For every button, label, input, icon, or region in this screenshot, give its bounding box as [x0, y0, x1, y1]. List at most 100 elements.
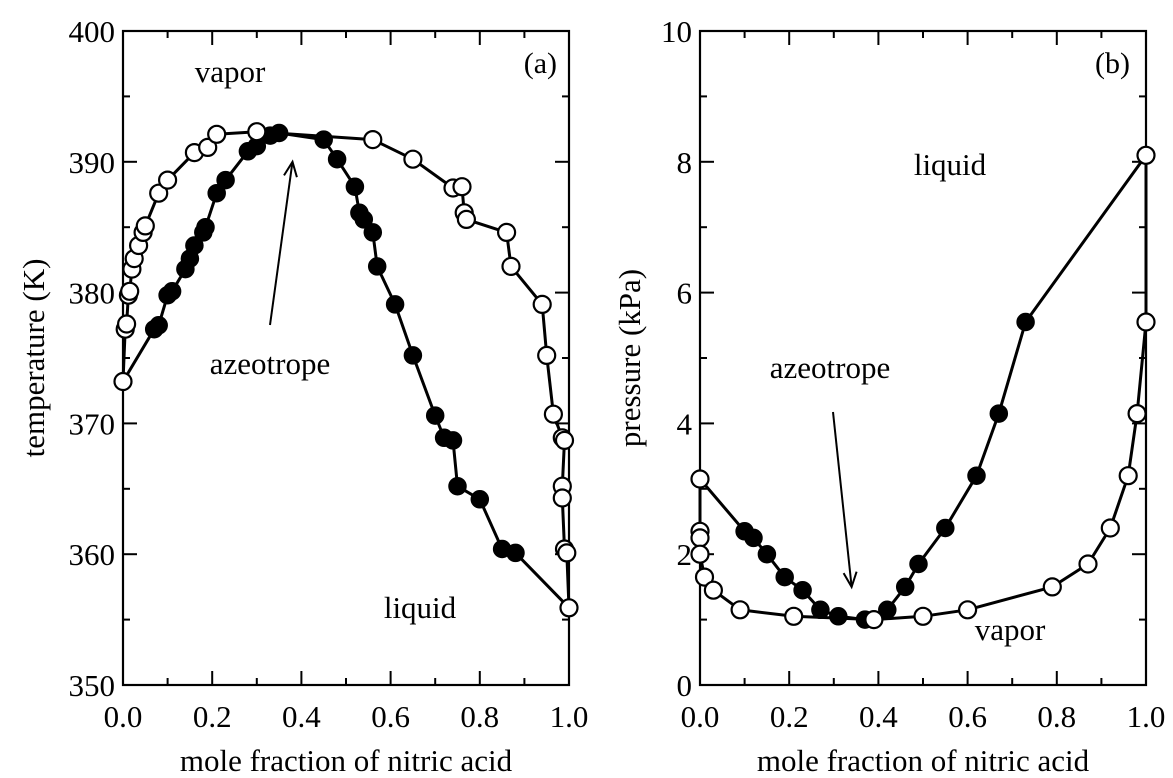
filled-data-point [385, 295, 405, 314]
filled-data-point [367, 257, 387, 276]
filled-data-point [909, 554, 928, 574]
open-data-point [116, 314, 137, 334]
filled-data-point [878, 600, 897, 620]
filled-data-point [425, 406, 445, 425]
filled-data-point [1016, 312, 1035, 332]
open-data-point [532, 294, 552, 314]
panel-a-tick-labels: 0.0 0.2 0.4 0.6 0.8 1.0 350 360 370 380 390 400 [69, 14, 589, 734]
panel-b-x-axis-label: mole fraction of nitric acid [757, 743, 1090, 778]
annotation-liquid: liquid [384, 590, 457, 625]
open-data-point [784, 606, 804, 626]
panel-b-tick-labels: 0.0 0.2 0.4 0.6 0.8 1.0 0 2 4 6 8 10 [661, 14, 1165, 734]
azeotrope-arrow [269, 161, 294, 326]
open-data-point [207, 124, 227, 144]
open-data-point [497, 222, 517, 242]
annotation-azeotrope: azeotrope [210, 346, 330, 381]
x-tick-label: 0.8 [460, 699, 499, 734]
azeotrope-arrow [832, 411, 853, 588]
filled-data-point [216, 170, 235, 190]
panel-b-annotations: liquid vapor azeotrope [770, 147, 1046, 647]
filled-data-point [207, 183, 226, 203]
panel-a-data-points [113, 122, 579, 618]
x-tick-label: 0.6 [371, 699, 410, 734]
filled-data-point [506, 543, 525, 563]
filled-data-point [936, 518, 955, 538]
open-data-point [703, 580, 724, 600]
y-tick-label: 4 [677, 406, 693, 441]
filled-data-point [196, 217, 215, 237]
open-data-point [113, 371, 133, 392]
x-tick-label: 0.2 [770, 699, 809, 734]
x-tick-label: 0.8 [1037, 699, 1076, 734]
x-tick-label: 1.0 [1127, 699, 1166, 734]
y-tick-label: 360 [69, 537, 116, 572]
open-data-point [1136, 312, 1156, 332]
panel-b-label: (b) [1095, 47, 1130, 80]
filled-data-point [354, 210, 374, 229]
filled-data-point [443, 431, 463, 450]
panel-a-ticks [122, 30, 570, 686]
open-data-point [1042, 577, 1062, 597]
open-data-point [247, 122, 267, 142]
panel-b-data-points [690, 145, 1156, 630]
panel-a-y-axis-label: temperature (K) [16, 259, 51, 458]
filled-data-point [314, 130, 333, 149]
filled-data-point [989, 404, 1009, 423]
x-tick-label: 0.2 [193, 699, 232, 734]
filled-data-point [793, 580, 812, 600]
open-data-point [363, 130, 383, 150]
filled-data-point [327, 149, 347, 169]
panel-a-series-lines [121, 130, 571, 609]
open-data-point [158, 170, 178, 190]
open-data-point [559, 598, 579, 618]
x-tick-label: 0.4 [282, 699, 321, 734]
filled-data-point [149, 316, 168, 335]
filled-data-point [829, 607, 848, 626]
panel-b-plot-frame [698, 29, 1148, 687]
y-tick-label: 0 [677, 668, 693, 703]
open-data-point [552, 488, 572, 508]
annotation-vapor: vapor [975, 612, 1046, 647]
y-tick-label: 10 [661, 14, 692, 49]
open-data-point [403, 149, 423, 169]
panel-b-ticks [699, 30, 1147, 686]
filled-data-point [185, 236, 204, 255]
panel-b-pressure-chart: 0.0 0.2 0.4 0.6 0.8 1.0 0 2 4 6 8 10 liquid vapor aze… [612, 14, 1165, 778]
open-data-point [1136, 145, 1156, 165]
filled-data-point [967, 466, 986, 485]
annotation-liquid: liquid [914, 147, 987, 182]
open-data-point [690, 528, 710, 548]
open-data-point [690, 544, 710, 564]
panel-a-plot-frame [121, 29, 571, 687]
annotation-vapor: vapor [195, 54, 266, 89]
open-data-point [1118, 466, 1138, 486]
open-data-point [557, 543, 577, 563]
filled-data-point [448, 476, 467, 496]
y-tick-label: 350 [69, 668, 116, 703]
panel-a-temperature-chart: 0.0 0.2 0.4 0.6 0.8 1.0 350 360 370 380 390 400 vap… [16, 14, 588, 778]
panel-a-annotations: vapor liquid azeotrope [195, 54, 457, 625]
annotation-azeotrope: azeotrope [770, 350, 890, 385]
y-tick-label: 400 [69, 14, 116, 49]
open-data-point [1078, 554, 1098, 574]
y-tick-label: 6 [677, 276, 693, 311]
filled-data-point [757, 544, 777, 564]
filled-data-point [744, 528, 763, 548]
open-data-point [149, 183, 169, 203]
open-series-line [121, 130, 571, 608]
filled-data-point [470, 490, 490, 509]
open-data-point [864, 609, 884, 630]
filled-series-line [121, 131, 571, 609]
open-data-point [690, 469, 710, 489]
x-tick-label: 0.4 [859, 699, 898, 734]
open-data-point [135, 216, 155, 236]
y-tick-label: 390 [69, 145, 116, 180]
open-data-point [554, 430, 575, 450]
open-data-point [120, 281, 140, 301]
open-data-point [730, 600, 750, 620]
filled-data-point [162, 282, 182, 301]
x-tick-label: 0.0 [104, 699, 143, 734]
x-tick-label: 0.0 [681, 699, 720, 734]
open-data-point [913, 606, 933, 626]
